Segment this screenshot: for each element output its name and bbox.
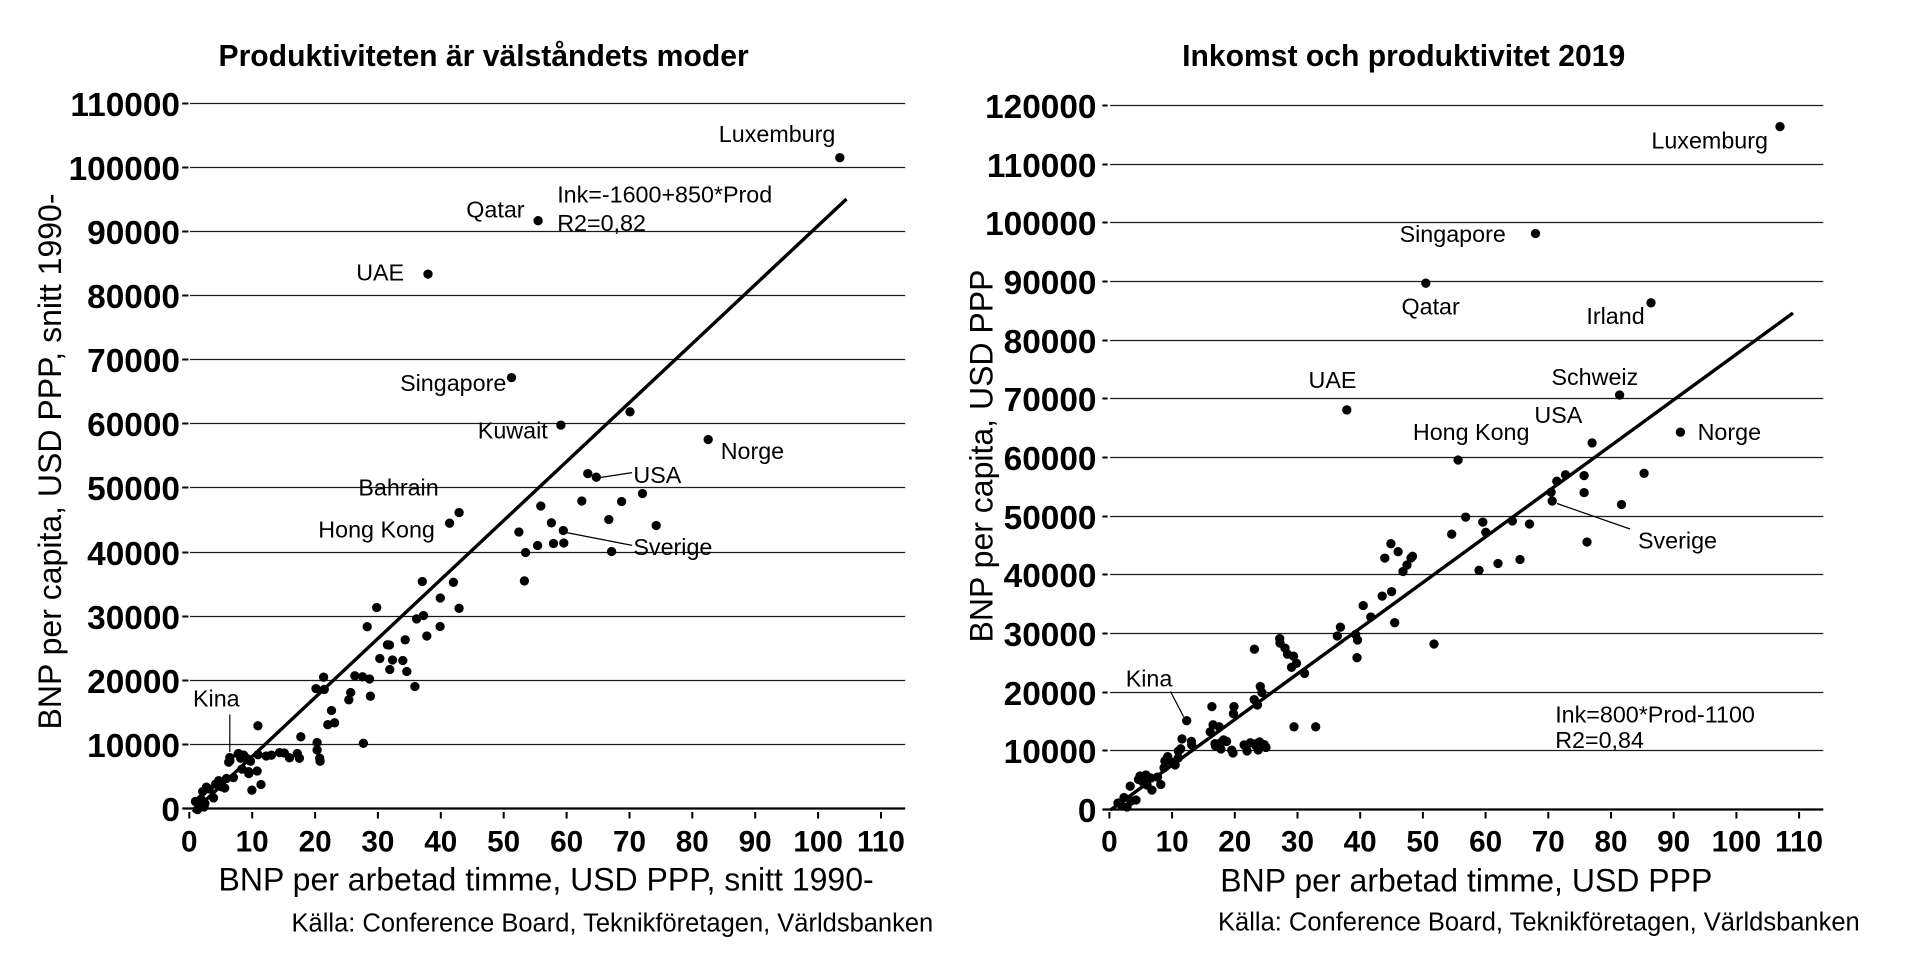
svg-text:120000: 120000: [985, 89, 1096, 126]
svg-text:20000: 20000: [1004, 676, 1097, 713]
svg-text:30: 30: [361, 825, 394, 858]
svg-text:90: 90: [1657, 825, 1690, 858]
svg-text:Luxemburg: Luxemburg: [719, 121, 836, 147]
svg-text:10: 10: [1156, 825, 1189, 858]
svg-text:70: 70: [1532, 825, 1565, 858]
svg-text:30000: 30000: [87, 600, 180, 637]
svg-text:60: 60: [550, 825, 583, 858]
svg-text:30000: 30000: [1004, 617, 1097, 654]
svg-text:100000: 100000: [69, 151, 180, 188]
svg-text:50000: 50000: [87, 471, 180, 508]
svg-text:50000: 50000: [1004, 500, 1097, 537]
svg-text:50: 50: [1406, 825, 1439, 858]
svg-text:60000: 60000: [1004, 441, 1097, 478]
svg-text:USA: USA: [633, 462, 681, 488]
svg-text:80000: 80000: [87, 279, 180, 316]
svg-text:Ink=800*Prod-1100: Ink=800*Prod-1100: [1555, 701, 1755, 727]
svg-text:Schweiz: Schweiz: [1552, 364, 1639, 390]
svg-text:Bahrain: Bahrain: [358, 474, 438, 500]
svg-text:90000: 90000: [1004, 265, 1097, 302]
svg-text:100: 100: [1712, 825, 1762, 858]
svg-text:Källa: Conference Board, Tekni: Källa: Conference Board, Teknikföretagen…: [292, 910, 934, 938]
svg-text:0: 0: [181, 825, 198, 858]
svg-text:100000: 100000: [985, 206, 1096, 243]
svg-text:UAE: UAE: [1309, 367, 1357, 393]
svg-text:Hong Kong: Hong Kong: [1413, 419, 1530, 445]
svg-text:10000: 10000: [1004, 734, 1097, 771]
svg-text:Singapore: Singapore: [400, 370, 506, 396]
svg-text:BNP per capita, USD PPP: BNP per capita, USD PPP: [964, 270, 1000, 643]
svg-text:100: 100: [793, 825, 843, 858]
svg-text:70000: 70000: [1004, 382, 1097, 419]
svg-text:R2=0,82: R2=0,82: [557, 210, 646, 236]
svg-text:R2=0,84: R2=0,84: [1555, 727, 1644, 753]
svg-text:110000: 110000: [987, 148, 1097, 185]
svg-text:60: 60: [1469, 825, 1502, 858]
svg-text:10: 10: [236, 825, 269, 858]
svg-text:BNP per arbetad timme, USD PPP: BNP per arbetad timme, USD PPP: [1220, 862, 1712, 898]
svg-text:Ink=-1600+850*Prod: Ink=-1600+850*Prod: [557, 182, 772, 208]
svg-text:80000: 80000: [1004, 324, 1097, 361]
svg-text:0: 0: [1101, 825, 1118, 858]
svg-text:70: 70: [613, 825, 646, 858]
svg-text:Inkomst och produktivitet 2019: Inkomst och produktivitet 2019: [1182, 40, 1625, 73]
svg-text:Källa: Conference Board, Tekni: Källa: Conference Board, Teknikföretagen…: [1218, 909, 1860, 937]
svg-text:20000: 20000: [87, 664, 180, 701]
svg-text:80: 80: [1594, 825, 1627, 858]
svg-text:Irland: Irland: [1586, 303, 1644, 329]
svg-text:BNP per arbetad timme, USD PPP: BNP per arbetad timme, USD PPP, snitt 19…: [219, 861, 874, 897]
svg-text:40000: 40000: [1004, 558, 1097, 595]
svg-text:20: 20: [1218, 825, 1251, 858]
svg-text:USA: USA: [1534, 402, 1582, 428]
svg-text:80: 80: [676, 825, 709, 858]
svg-text:70000: 70000: [87, 343, 180, 380]
svg-text:Sverige: Sverige: [1638, 528, 1717, 554]
svg-text:40: 40: [424, 825, 457, 858]
svg-text:110000: 110000: [70, 87, 180, 124]
svg-text:UAE: UAE: [356, 260, 404, 286]
svg-text:110: 110: [1775, 825, 1823, 858]
svg-text:BNP per capita, USD PPP, snitt: BNP per capita, USD PPP, snitt 1990-: [32, 194, 68, 730]
svg-text:Norge: Norge: [721, 438, 784, 464]
svg-text:Kina: Kina: [1126, 666, 1173, 692]
svg-text:Hong Kong: Hong Kong: [318, 516, 435, 542]
svg-text:Sverige: Sverige: [633, 534, 712, 560]
svg-text:Qatar: Qatar: [1402, 294, 1461, 320]
svg-text:0: 0: [1078, 793, 1097, 830]
svg-text:0: 0: [161, 792, 180, 829]
svg-text:110: 110: [857, 825, 905, 858]
svg-text:20: 20: [299, 825, 332, 858]
svg-text:Singapore: Singapore: [1400, 221, 1506, 247]
svg-text:90000: 90000: [87, 215, 180, 252]
svg-text:50: 50: [487, 825, 520, 858]
svg-text:Produktiviteten är välståndets: Produktiviteten är välståndets moder: [219, 40, 749, 73]
svg-text:30: 30: [1281, 825, 1314, 858]
svg-text:Luxemburg: Luxemburg: [1651, 128, 1768, 154]
svg-text:90: 90: [739, 825, 772, 858]
svg-text:40: 40: [1344, 825, 1377, 858]
svg-text:10000: 10000: [87, 728, 180, 765]
svg-text:Kuwait: Kuwait: [478, 417, 548, 443]
svg-text:Qatar: Qatar: [466, 197, 525, 223]
svg-text:40000: 40000: [87, 536, 180, 573]
svg-text:Norge: Norge: [1698, 419, 1761, 445]
svg-text:60000: 60000: [87, 407, 180, 444]
svg-text:Kina: Kina: [193, 685, 240, 711]
